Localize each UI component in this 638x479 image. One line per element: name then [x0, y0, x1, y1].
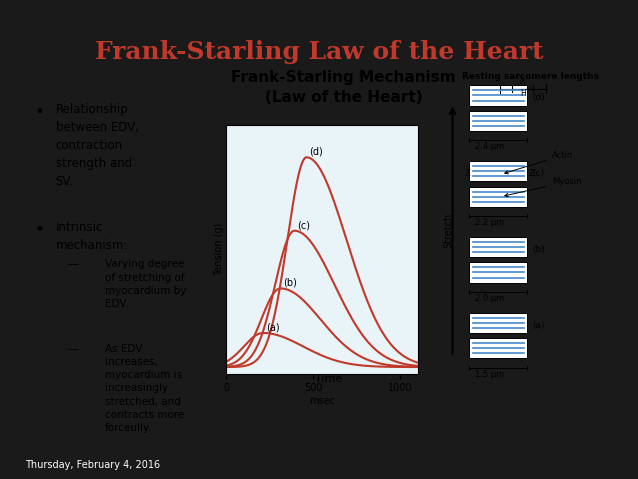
- Bar: [469, 186, 527, 207]
- Y-axis label: Tension (g): Tension (g): [214, 222, 224, 276]
- Bar: [469, 161, 527, 182]
- Text: Relationship
between EDV,
contraction
strength and
SV.: Relationship between EDV, contraction st…: [56, 103, 138, 188]
- Text: (a): (a): [532, 321, 545, 330]
- Text: 2.4 μm: 2.4 μm: [475, 142, 504, 151]
- Bar: [469, 111, 527, 131]
- Text: (b): (b): [532, 245, 545, 254]
- Text: Varying degree
of stretching of
myocardium by
EDV.: Varying degree of stretching of myocardi…: [105, 260, 186, 309]
- Text: 2.2 μm: 2.2 μm: [475, 218, 504, 227]
- Bar: [469, 313, 527, 333]
- Text: Intrinsic
mechanism:: Intrinsic mechanism:: [56, 221, 128, 252]
- Text: (c): (c): [297, 220, 310, 230]
- Bar: [469, 338, 527, 358]
- Text: Thursday, February 4, 2016: Thursday, February 4, 2016: [26, 460, 161, 469]
- Text: Stretch: Stretch: [444, 212, 454, 248]
- Text: As EDV
increases,
myocardium is
increasingly
stretched, and
contracts more
force: As EDV increases, myocardium is increasi…: [105, 344, 184, 433]
- Text: —: —: [68, 260, 79, 269]
- Text: Frank-Starling Mechanism
(Law of the Heart): Frank-Starling Mechanism (Law of the Hea…: [231, 70, 456, 104]
- Text: (c): (c): [532, 170, 544, 178]
- Text: Frank-Starling Law of the Heart: Frank-Starling Law of the Heart: [95, 40, 543, 64]
- Text: Z: Z: [464, 170, 470, 178]
- Text: H: H: [520, 89, 526, 98]
- Bar: [469, 85, 527, 105]
- Text: Actin: Actin: [505, 151, 573, 174]
- Text: A: A: [521, 77, 526, 86]
- Text: •: •: [34, 103, 44, 122]
- Bar: [469, 262, 527, 283]
- Bar: [469, 237, 527, 257]
- Text: 1.5 μm: 1.5 μm: [475, 370, 504, 379]
- Text: msec: msec: [309, 396, 335, 406]
- Text: Time: Time: [315, 374, 342, 384]
- Text: (b): (b): [283, 278, 297, 288]
- Text: (d): (d): [309, 147, 323, 157]
- Text: Myosin: Myosin: [505, 177, 581, 197]
- Text: (d): (d): [532, 93, 545, 103]
- Text: (a): (a): [266, 322, 279, 332]
- Text: Resting sarcomere lengths: Resting sarcomere lengths: [462, 72, 599, 81]
- Text: 2.0 μm: 2.0 μm: [475, 294, 504, 303]
- Text: Z: Z: [528, 170, 534, 178]
- Text: •: •: [34, 221, 44, 240]
- Text: —: —: [68, 344, 79, 354]
